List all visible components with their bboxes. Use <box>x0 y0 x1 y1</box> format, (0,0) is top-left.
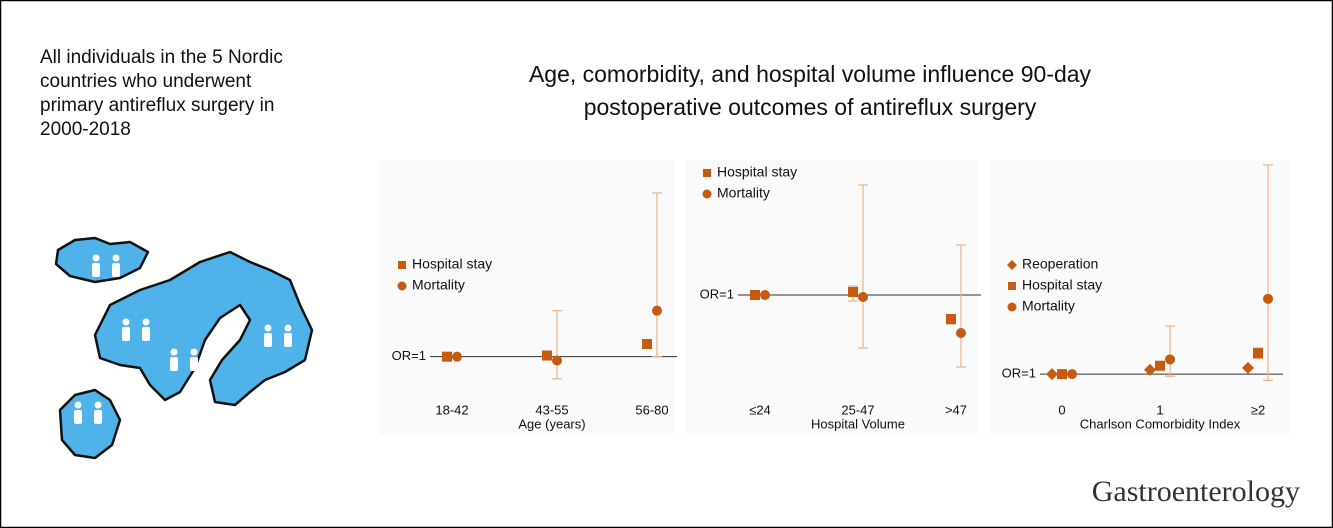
error-bar <box>1165 325 1175 377</box>
marker-diamond <box>1242 361 1254 374</box>
marker-circle <box>1067 369 1077 380</box>
reference-label: OR=1 <box>1002 366 1036 381</box>
chart-title: postoperative outcomes of antireflux sur… <box>584 94 1037 120</box>
marker-circle <box>956 328 966 338</box>
x-tick-label: 0 <box>1058 402 1065 417</box>
intro-text: countries who underwent <box>40 71 252 92</box>
x-tick-label: 18-42 <box>435 402 468 417</box>
intro-text: All individuals in the 5 Nordic <box>40 47 283 68</box>
error-bar <box>1263 164 1273 381</box>
legend-label: Reoperation <box>1022 256 1098 272</box>
error-bar <box>652 192 662 358</box>
legend-marker <box>1007 302 1017 312</box>
marker-square <box>642 339 652 350</box>
people-icons <box>74 254 292 424</box>
journal-name: Gastroenterology <box>1092 475 1300 508</box>
x-tick-label: 56-80 <box>635 402 668 417</box>
chart-title: Age, comorbidity, and hospital volume in… <box>529 61 1092 87</box>
marker-square <box>442 351 452 362</box>
marker-circle <box>552 355 562 366</box>
x-tick-label: ≤24 <box>749 402 771 417</box>
marker-square <box>1155 360 1165 371</box>
x-axis-label: Hospital Volume <box>811 416 905 431</box>
panel-bg <box>990 160 1290 435</box>
x-tick-label: >47 <box>945 402 967 417</box>
legend-label: Mortality <box>717 185 770 201</box>
intro-text: 2000-2018 <box>40 119 131 140</box>
marker-circle <box>452 351 462 362</box>
x-tick-label: 1 <box>1156 402 1163 417</box>
marker-square <box>1057 369 1067 380</box>
legend-label: Mortality <box>412 277 465 293</box>
x-axis-label: Age (years) <box>518 416 585 431</box>
marker-circle <box>1165 354 1175 365</box>
legend-marker <box>1008 282 1016 290</box>
nordic-map <box>54 236 314 460</box>
x-axis-label: Charlson Comorbidity Index <box>1080 416 1241 431</box>
marker-square <box>1253 348 1263 359</box>
panel-bg <box>685 160 978 435</box>
reference-label: OR=1 <box>700 286 734 301</box>
panel-bg <box>380 160 675 435</box>
marker-circle <box>1263 293 1273 304</box>
legend-label: Hospital stay <box>1022 277 1102 293</box>
legend-marker <box>703 169 711 177</box>
marker-circle <box>858 292 868 302</box>
legend-marker <box>1007 260 1017 270</box>
error-bar <box>858 184 868 349</box>
error-bar <box>956 244 966 368</box>
marker-square <box>946 314 956 324</box>
marker-circle <box>760 290 770 300</box>
marker-square <box>542 350 552 361</box>
legend-marker <box>702 189 712 199</box>
marker-circle <box>652 305 662 316</box>
legend-marker <box>397 281 407 291</box>
x-tick-label: ≥2 <box>1251 402 1265 417</box>
marker-square <box>848 287 858 297</box>
marker-diamond <box>1046 368 1058 381</box>
legend-label: Hospital stay <box>717 164 797 180</box>
intro-text: primary antireflux surgery in <box>40 95 274 116</box>
legend-label: Hospital stay <box>412 256 492 272</box>
legend-label: Mortality <box>1022 298 1075 314</box>
legend-marker <box>398 261 406 269</box>
reference-label: OR=1 <box>392 348 426 363</box>
x-tick-label: 25-47 <box>841 402 874 417</box>
marker-diamond <box>1144 363 1156 376</box>
error-bar <box>552 310 562 380</box>
marker-square <box>750 290 760 300</box>
x-tick-label: 43-55 <box>535 402 568 417</box>
